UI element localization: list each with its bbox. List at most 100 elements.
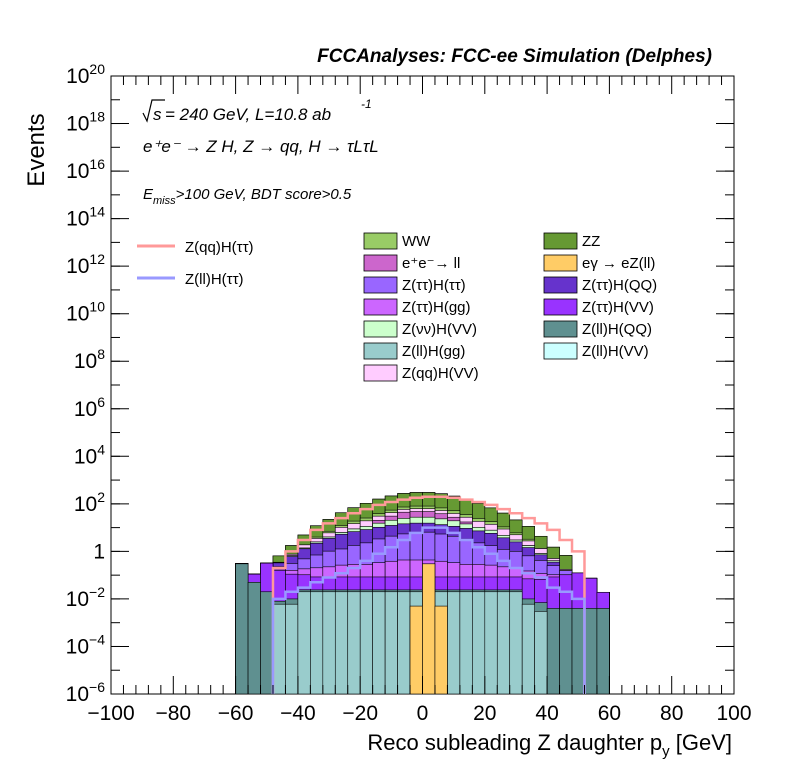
- y-tick-label: 1016: [66, 156, 105, 183]
- legend-bkg-swatch: [363, 276, 398, 294]
- bar-z-ll-h-gg--13: [397, 591, 411, 695]
- x-tick-label: 20: [473, 702, 496, 725]
- x-tick-label: −80: [155, 702, 191, 725]
- cut-label: Emiss>100 GeV, BDT score>0.5: [143, 186, 352, 207]
- overlay-bar-0-0: [409, 605, 423, 695]
- axes: −100 −80 −60 −40 −20 0 20 40 60 80 100 10−6 10−4 10−2…: [66, 61, 752, 725]
- legend-bkg-label: Z(νν)H(VV): [402, 321, 477, 338]
- legend-bkg-label: e⁺e⁻→ ll: [402, 255, 460, 272]
- legend-signal-label: Z(qq)H(ττ): [185, 239, 254, 256]
- sqrt-s-label: s: [153, 105, 162, 124]
- bar-z-ll-h-qq--28: [584, 608, 598, 695]
- x-tick-label: 0: [417, 702, 429, 725]
- legend-bkg-label: Z(ll)H(gg): [402, 343, 465, 360]
- signal-line-1: [271, 526, 586, 694]
- bar-z-ll-h-gg--24: [534, 611, 548, 695]
- bar-z-ll-h-gg--8: [334, 591, 349, 695]
- bar-z-ll-h-gg--22: [509, 591, 523, 695]
- legend-bkg-swatch: [543, 342, 578, 360]
- x-tick-label: 100: [716, 702, 751, 725]
- signal-lines: [271, 495, 586, 694]
- legend-bkg-label: Z(ττ)H(QQ): [582, 277, 657, 294]
- bar-z-ll-h-gg--21: [496, 591, 511, 695]
- legend-bkg-label: ZZ: [582, 233, 600, 250]
- bar-z-ll-h-qq--27: [571, 608, 585, 695]
- legend-bkg-swatch: [543, 254, 578, 272]
- legend-bkg-label: Z(ll)H(QQ): [582, 321, 652, 338]
- y-tick-label: 1010: [66, 299, 105, 326]
- y-tick-label: 1018: [66, 109, 105, 136]
- legend-bkg-swatch: [363, 254, 398, 272]
- x-tick-label: −100: [87, 702, 134, 725]
- legend-bkg-label: Z(qq)H(VV): [402, 365, 479, 382]
- y-tick-label: 10−4: [66, 631, 106, 658]
- lumi-exponent: -1: [361, 97, 372, 111]
- bar-z-ll-h-gg--19: [472, 591, 486, 695]
- y-tick-label: 1020: [66, 61, 105, 88]
- bar-z-ll-h-gg--6: [310, 591, 324, 695]
- process-label: e⁺e⁻ → Z H, Z → qq, H → τLτL: [143, 137, 379, 156]
- bar-z-ll-h-gg--23: [521, 603, 535, 695]
- legend-bkg-label: Z(ττ)H(VV): [582, 299, 654, 316]
- bar-z-ll-h-qq--1: [247, 582, 261, 695]
- legend-bkg-label: Z(ττ)H(gg): [402, 299, 471, 316]
- legend-bkg-label: Z(ll)H(VV): [582, 343, 649, 360]
- legend-bkg-label: WW: [402, 233, 431, 250]
- legend-bkg-swatch: [543, 320, 578, 338]
- y-tick-label: 10−6: [66, 679, 106, 706]
- x-tick-label: −20: [342, 702, 378, 725]
- legend-bkg-label: Z(ττ)H(ττ): [402, 277, 466, 294]
- legend-signal-label: Z(ll)H(ττ): [185, 271, 244, 288]
- y-tick-label: 1014: [66, 204, 105, 231]
- bar-z-ll-h-gg--10: [359, 591, 373, 695]
- legend-signals: Z(qq)H(ττ) Z(ll)H(ττ): [137, 239, 254, 288]
- bar-z-ll-h-gg--5: [297, 591, 311, 695]
- bar-z-ll-h-qq--26: [559, 608, 573, 695]
- signal-line-0: [271, 495, 586, 694]
- bar-z-ll-h-gg--18: [459, 591, 473, 695]
- bar-z-ll-h-qq--25: [546, 608, 560, 695]
- overlay-bar-0-1: [422, 563, 436, 695]
- bar-z-ll-h-gg--12: [384, 591, 398, 695]
- bar-z-ll-h-gg--9: [347, 591, 361, 695]
- bar-z-ll-h-gg--3: [272, 603, 286, 695]
- legend-bkg-label: eγ → eZ(ll): [582, 255, 655, 272]
- energy-lumi-label: = 240 GeV, L=10.8 ab: [165, 105, 331, 124]
- y-axis-label: Events: [23, 113, 50, 186]
- legend-bkg-swatch: [363, 364, 398, 382]
- bar-z-ll-h-gg--11: [372, 591, 386, 695]
- legend-bkg-swatch: [363, 298, 398, 316]
- bar-z-ll-h-gg--17: [447, 591, 461, 695]
- bar-z-ll-h-qq--29: [596, 608, 610, 695]
- y-tick-label: 108: [74, 346, 105, 373]
- overlay-bar-1-0: [434, 605, 448, 695]
- legend-bkg-swatch: [363, 232, 398, 250]
- x-tick-label: 40: [535, 702, 558, 725]
- legend-bkg-swatch: [363, 342, 398, 360]
- y-tick-label: 10−2: [66, 584, 106, 611]
- legend-bkg-swatch: [543, 276, 578, 294]
- x-tick-label: −40: [280, 702, 316, 725]
- legend-bkg-swatch: [543, 298, 578, 316]
- bar-z-ll-h-gg--20: [484, 591, 498, 695]
- y-tick-label: 1: [93, 540, 105, 563]
- y-tick-label: 106: [74, 394, 105, 421]
- x-tick-label: 80: [660, 702, 683, 725]
- x-tick-label: −60: [218, 702, 254, 725]
- bar-z-ll-h-qq--2: [260, 591, 274, 695]
- y-tick-label: 102: [74, 489, 105, 516]
- legend-bkg-swatch: [363, 320, 398, 338]
- bar-z-ll-h-qq--0: [235, 563, 249, 695]
- bar-z-ll-h-gg--7: [322, 591, 336, 695]
- y-tick-label: 104: [74, 441, 105, 468]
- x-axis-label: Reco subleading Z daughter py [GeV]: [367, 730, 732, 760]
- annotation-sqrt-s: s = 240 GeV, L=10.8 ab -1: [142, 97, 372, 124]
- bar-z-ll-h-gg--4: [285, 603, 299, 695]
- legend-backgrounds: WW e⁺e⁻→ ll Z(ττ)H(ττ) Z(ττ)H(gg) Z(νν)H(VV)…: [363, 232, 657, 382]
- overlay-bars: [409, 563, 448, 695]
- legend-bkg-swatch: [543, 232, 578, 250]
- x-tick-label: 60: [598, 702, 621, 725]
- y-tick-label: 1012: [66, 251, 105, 278]
